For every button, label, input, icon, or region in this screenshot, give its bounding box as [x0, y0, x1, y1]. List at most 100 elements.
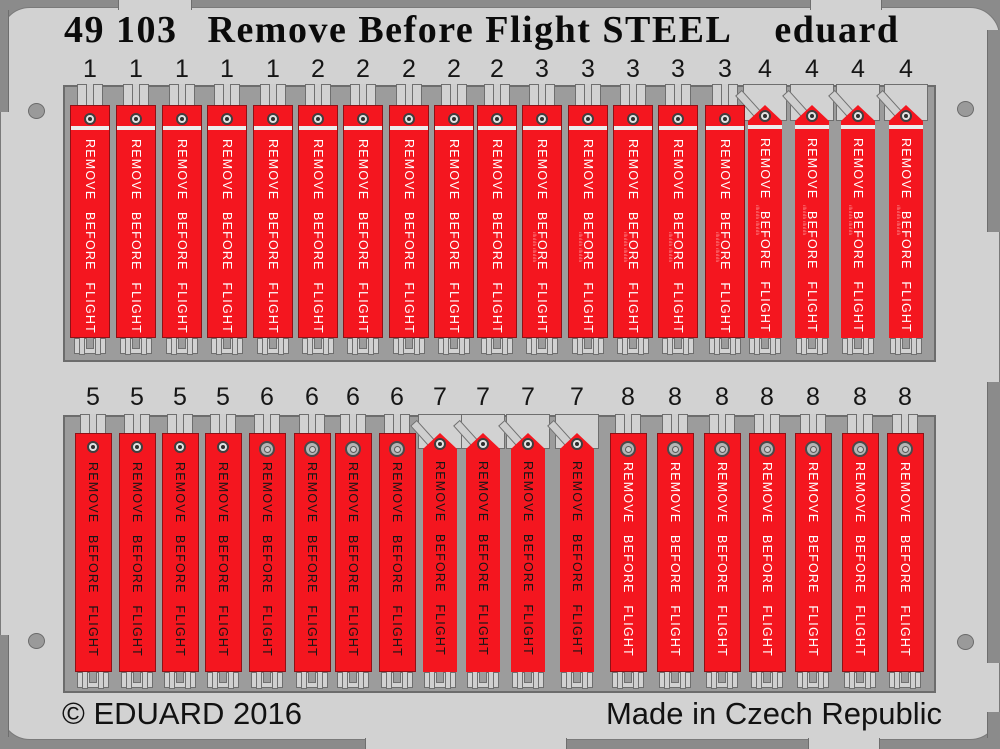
grommet-icon	[897, 441, 913, 457]
attachment-tab	[402, 671, 408, 689]
grommet-icon	[221, 113, 233, 125]
rbf-tag: REMOVE BEFORE FLIGHT	[748, 433, 786, 672]
made-in-text: Made in Czech Republic	[605, 696, 942, 731]
fret-tooth	[176, 672, 184, 683]
attachment-tab	[683, 337, 689, 355]
grommet-icon	[176, 113, 188, 125]
attachment-tab	[817, 337, 823, 355]
attachment-tab	[459, 337, 465, 355]
tag-text: REMOVE BEFORE FLIGHT	[86, 462, 100, 657]
tag-text: REMOVE BEFORE FLIGHT	[266, 139, 280, 334]
grommet-center	[135, 445, 139, 449]
grommet-icon	[403, 113, 415, 125]
tag-text: REMOVE BEFORE FLIGHT	[621, 462, 635, 657]
sheet-edge-tab	[808, 738, 880, 749]
tag-text: REMOVE BEFORE FLIGHT	[390, 462, 404, 657]
grommet-icon	[491, 113, 503, 125]
rbf-tag: ıllıılıllı ıllıılıllı REMOVE BEFORE FLIGH…	[658, 105, 698, 338]
rbf-tag: REMOVE BEFORE FLIGHT	[298, 105, 338, 338]
tooling-hole	[28, 103, 45, 119]
fret-tooth	[405, 338, 413, 349]
grommet-icon	[217, 441, 229, 453]
rbf-tag: REMOVE BEFORE FLIGHT	[841, 433, 879, 672]
tooling-hole	[28, 633, 45, 649]
copyright-text: © EDUARD 2016	[62, 696, 302, 731]
attachment-tab	[664, 671, 670, 689]
attachment-tab	[680, 671, 686, 689]
attachment-tab	[317, 671, 323, 689]
tag-text: REMOVE BEFORE FLIGHT	[356, 139, 370, 334]
sheet-edge-tab	[118, 0, 192, 10]
tag-number-label: 7	[476, 383, 490, 411]
rbf-tag: REMOVE BEFORE FLIGHT	[161, 433, 199, 672]
tag-text: REMOVE BEFORE FLIGHT	[570, 461, 584, 656]
rbf-tag: ıllıılıllı ıllıılıllı REMOVE BEFORE FLIGH…	[568, 105, 608, 338]
rbf-tag: REMOVE BEFORE FLIGHT	[118, 433, 156, 672]
frame-bar	[987, 30, 1000, 232]
grommet-icon	[87, 441, 99, 453]
fret-tooth	[133, 672, 141, 683]
fret-tooth	[763, 672, 771, 683]
grommet-icon	[806, 110, 818, 122]
grommet-icon	[84, 113, 96, 125]
grommet-icon	[536, 113, 548, 125]
fret-tooth	[809, 672, 817, 683]
attachment-tab	[212, 671, 218, 689]
tag-text: REMOVE BEFORE FLIGHT	[758, 138, 772, 333]
reflective-stripe	[208, 126, 246, 130]
tag-number-label: 2	[311, 55, 325, 83]
attachment-tab	[582, 671, 588, 689]
attachment-tab	[894, 671, 900, 689]
micro-text: ıllıılıllı ıllıılıllı	[715, 232, 720, 263]
grommet-center	[407, 117, 411, 121]
reflective-stripe	[390, 126, 428, 130]
tag-text: REMOVE BEFORE FLIGHT	[898, 462, 912, 657]
fret-tooth	[86, 338, 94, 349]
tag-text: REMOVE BEFORE FLIGHT	[806, 462, 820, 657]
attachment-tab	[818, 671, 824, 689]
tag-number-label: 7	[433, 383, 447, 411]
tag-number-label: 1	[129, 55, 143, 83]
grommet-icon	[719, 113, 731, 125]
fret-tooth	[269, 338, 277, 349]
tag-number-label: 1	[266, 55, 280, 83]
tag-text: REMOVE BEFORE FLIGHT	[899, 138, 913, 333]
tag-number-label: 5	[130, 383, 144, 411]
rbf-tag: ıllıılıllı ıllıılıllı REMOVE BEFORE FLIGH…	[795, 105, 829, 338]
product-name: Remove Before Flight STEEL	[207, 9, 733, 51]
attachment-tab	[547, 337, 553, 355]
sheet-edge-tab	[810, 0, 882, 10]
tag-number-label: 2	[356, 55, 370, 83]
attachment-tab	[256, 671, 262, 689]
tag-text: REMOVE BEFORE FLIGHT	[853, 462, 867, 657]
attachment-tab	[98, 671, 104, 689]
rbf-tag: REMOVE BEFORE FLIGHT	[74, 433, 112, 672]
attachment-tab	[593, 337, 599, 355]
grommet-icon	[304, 441, 320, 457]
attachment-tab	[262, 337, 268, 355]
fret-tooth	[314, 338, 322, 349]
tag-text: REMOVE BEFORE FLIGHT	[311, 139, 325, 334]
attachment-tab	[770, 337, 776, 355]
rbf-tag: REMOVE BEFORE FLIGHT	[204, 433, 242, 672]
tag-number-label: 1	[220, 55, 234, 83]
tag-text: REMOVE BEFORE FLIGHT	[83, 139, 97, 334]
rbf-tag: REMOVE BEFORE FLIGHT	[656, 433, 694, 672]
grommet-center	[856, 114, 860, 118]
attachment-tab	[141, 337, 147, 355]
fret-tooth	[901, 672, 909, 683]
attachment-tab	[185, 671, 191, 689]
rbf-tag: REMOVE BEFORE FLIGHT	[343, 105, 383, 338]
grommet-icon	[477, 438, 489, 450]
tag-text: REMOVE BEFORE FLIGHT	[718, 139, 732, 334]
attachment-tab	[502, 337, 508, 355]
tag-text: REMOVE BEFORE FLIGHT	[535, 139, 549, 334]
reflective-stripe	[706, 126, 744, 130]
attachment-tab	[429, 671, 435, 689]
grommet-center	[134, 117, 138, 121]
attachment-tab	[169, 671, 175, 689]
frame-bar	[0, 10, 9, 112]
fret-tooth	[808, 338, 816, 349]
rbf-tag: REMOVE BEFORE FLIGHT	[477, 105, 517, 338]
tag-number-label: 3	[671, 55, 685, 83]
